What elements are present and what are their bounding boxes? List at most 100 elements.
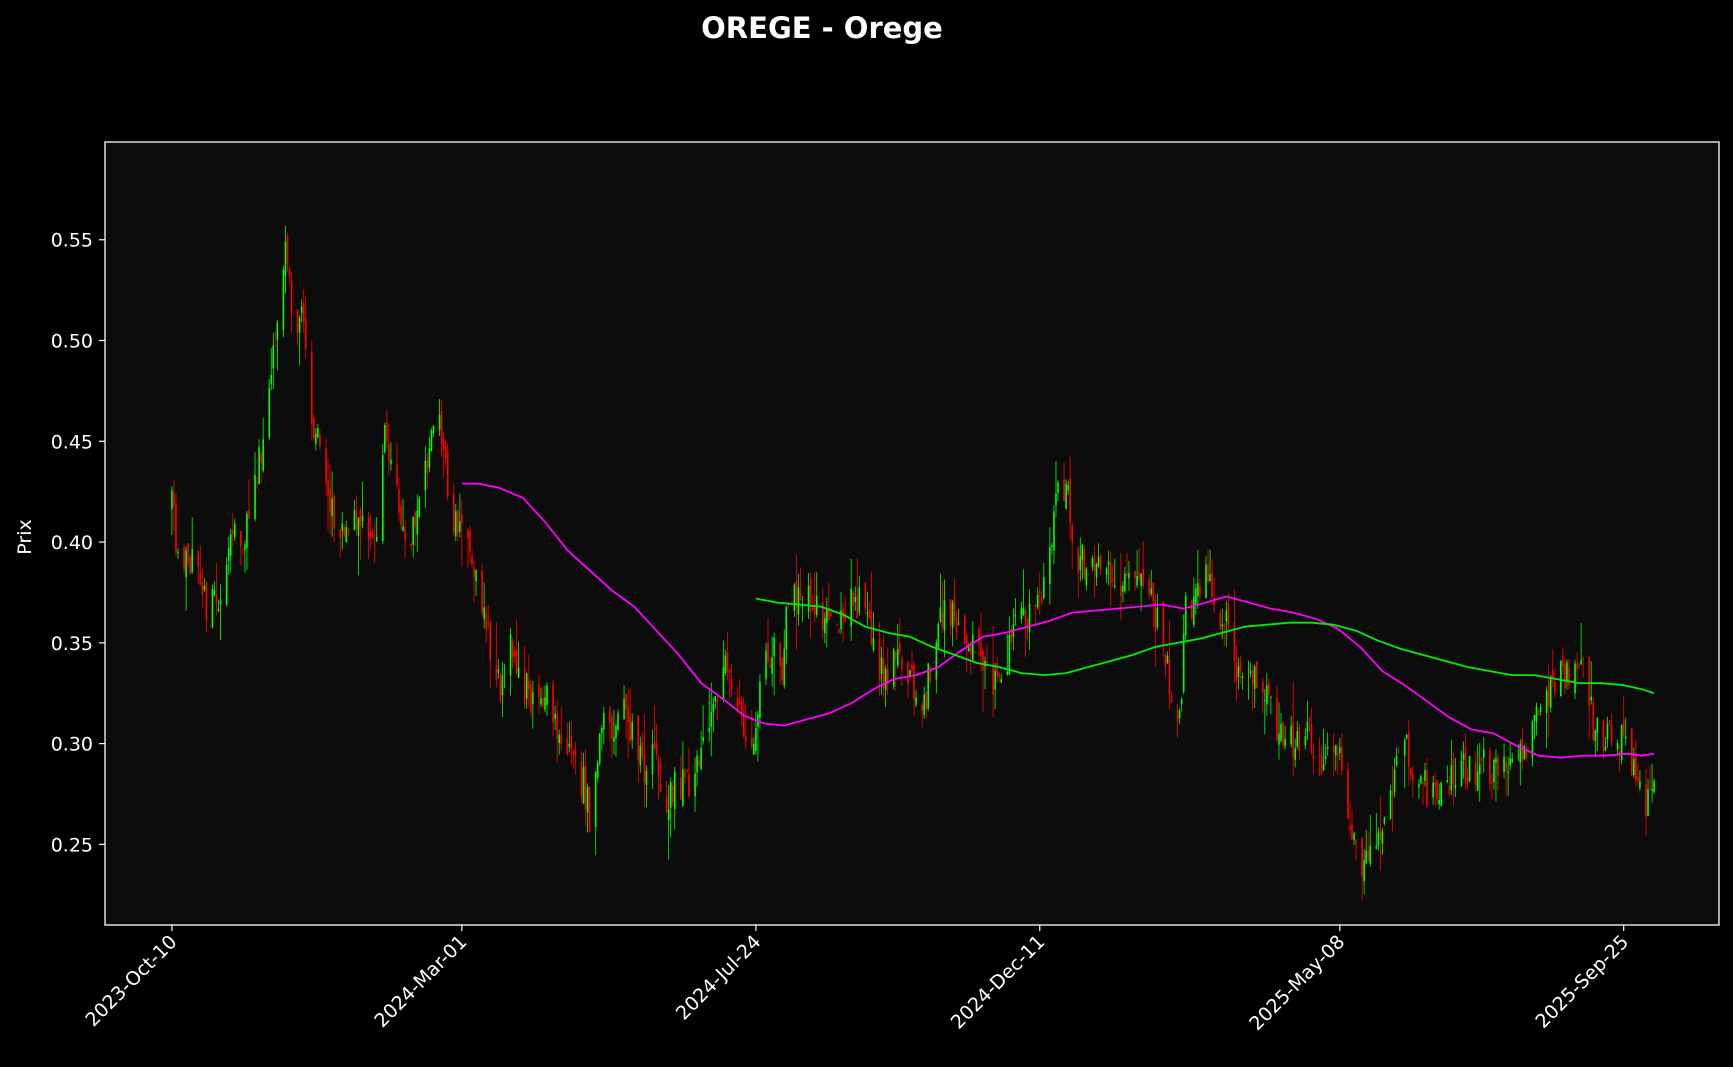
candle-body <box>1351 825 1353 840</box>
y-tick-label: 0.50 <box>51 331 93 353</box>
candle-down <box>398 477 400 522</box>
candle-body <box>1024 610 1027 621</box>
candle-up <box>1566 659 1568 690</box>
candle-body <box>1182 633 1185 692</box>
candle-body <box>1610 724 1613 743</box>
candle-body <box>1639 781 1641 789</box>
candle-body <box>1057 482 1059 493</box>
candle-body <box>538 684 540 698</box>
candle-up <box>1365 830 1368 865</box>
candle-body <box>1211 572 1213 598</box>
candle-up <box>501 661 504 718</box>
moving-average-lines <box>461 482 1655 759</box>
candle-down <box>1164 652 1167 677</box>
candle-body <box>1091 558 1094 568</box>
candle-body <box>459 521 461 532</box>
candle-down <box>388 423 390 476</box>
candle-down <box>343 523 346 539</box>
candle-up <box>1290 716 1292 748</box>
y-tick-label: 0.35 <box>51 633 93 655</box>
candle-up <box>1377 827 1380 851</box>
candle-down <box>1083 546 1086 580</box>
candle-up <box>1294 738 1297 768</box>
candle-body <box>1241 676 1244 678</box>
candle-body <box>347 530 350 532</box>
candle-body <box>191 548 193 573</box>
candle-up <box>1205 555 1207 599</box>
candle-body <box>268 387 271 438</box>
candle-body <box>558 734 561 744</box>
candle-down <box>538 674 540 714</box>
candle-down <box>414 510 417 546</box>
candle-down <box>609 705 611 741</box>
candle-body <box>671 785 674 803</box>
candle-up <box>246 511 248 570</box>
candle-body <box>980 643 982 656</box>
candle-down <box>1466 767 1469 791</box>
candle-down <box>1251 664 1254 711</box>
candle-body <box>446 452 449 497</box>
candle-body <box>1424 769 1426 781</box>
candle-down <box>1436 779 1438 805</box>
candle-up <box>416 494 419 553</box>
candle-body <box>1051 545 1053 547</box>
candle-body <box>1000 679 1003 683</box>
candle-body <box>913 664 915 700</box>
candle-down <box>197 550 200 584</box>
candle-body <box>1576 663 1578 670</box>
candle-body <box>290 280 293 316</box>
candle-down <box>698 755 700 768</box>
candle-body <box>375 536 378 542</box>
candle-body <box>753 743 755 755</box>
candle-body <box>495 665 498 680</box>
candle-body <box>1213 597 1215 606</box>
candle-down <box>302 289 305 333</box>
candle-down <box>461 499 463 567</box>
candle-down <box>1422 777 1424 805</box>
candle-body <box>1332 745 1335 753</box>
candle-down <box>1077 546 1080 598</box>
candle-body <box>402 526 404 531</box>
candle-body <box>1095 563 1098 577</box>
candle-body <box>418 498 421 518</box>
y-tick-label: 0.45 <box>51 431 93 453</box>
candle-body <box>1055 493 1057 506</box>
candle-down <box>1282 721 1284 749</box>
candle-down <box>1637 763 1639 787</box>
candle-body <box>1261 681 1264 693</box>
candle-body <box>1549 676 1552 708</box>
candle-body <box>955 617 958 633</box>
candle-body <box>416 510 419 535</box>
candle-down <box>1576 651 1578 681</box>
candle-down <box>856 557 859 619</box>
candle-body <box>736 697 739 710</box>
candle-body <box>390 459 392 465</box>
candle-body <box>353 510 356 531</box>
candle-up <box>1533 714 1536 739</box>
candle-down <box>1148 574 1151 599</box>
candle-up <box>807 573 810 619</box>
candle-down <box>304 296 307 359</box>
candle-up <box>1511 752 1513 763</box>
candle-down <box>911 650 913 675</box>
candle-body <box>400 505 402 526</box>
candle-down <box>978 627 980 657</box>
candle-body <box>1379 829 1382 841</box>
candle-down <box>665 780 668 815</box>
candle-down <box>442 432 445 478</box>
candle-body <box>1282 722 1284 745</box>
candle-body <box>1207 564 1209 582</box>
candle-body <box>801 605 804 607</box>
candlestick-series <box>171 225 1655 901</box>
candle-down <box>183 543 185 574</box>
candle-body <box>304 318 307 349</box>
candle-down <box>1207 548 1209 584</box>
candle-up <box>1395 747 1398 767</box>
candle-body <box>951 602 954 628</box>
candle-body <box>1476 771 1479 791</box>
candle-down <box>769 656 771 669</box>
candle-body <box>680 777 682 800</box>
candle-up <box>613 710 615 755</box>
candle-body <box>637 715 640 760</box>
candle-down <box>400 500 402 531</box>
